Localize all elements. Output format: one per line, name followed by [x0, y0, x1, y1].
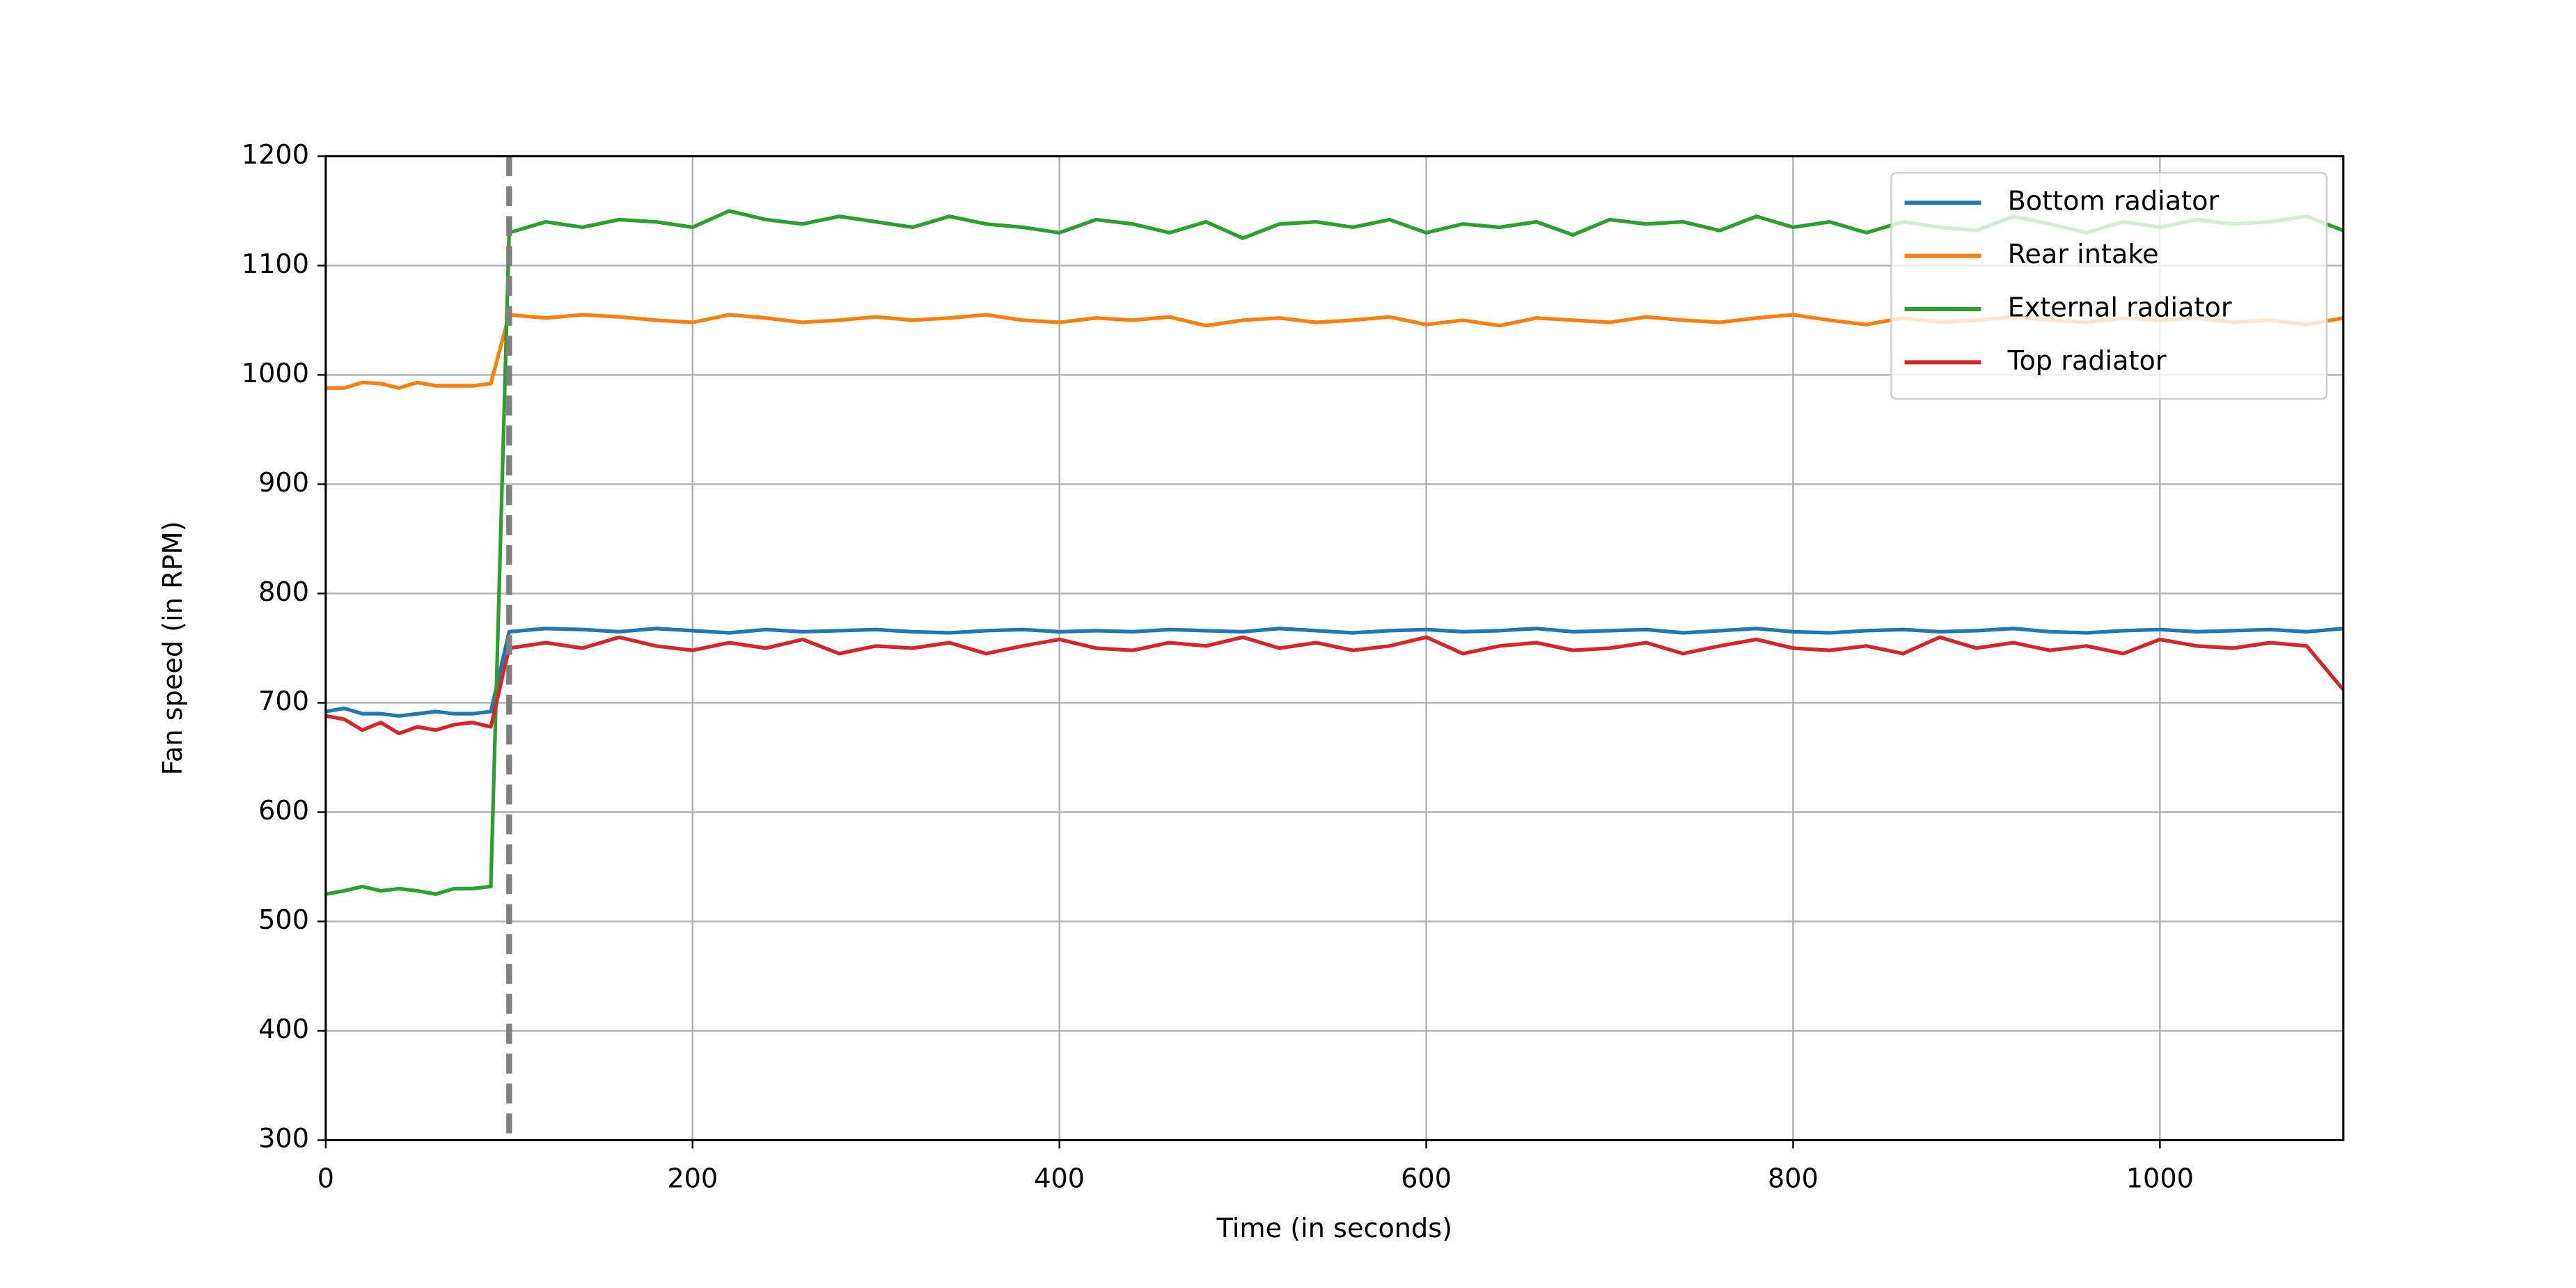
- x-tick-label: 0: [317, 1163, 334, 1194]
- y-tick-label: 600: [258, 796, 309, 826]
- y-tick-label: 900: [258, 468, 309, 498]
- y-tick-label: 700: [258, 686, 309, 717]
- legend-box: [1890, 172, 2328, 400]
- y-tick-label: 500: [258, 905, 309, 936]
- plot-frame: [324, 155, 2345, 1142]
- x-tick-label: 200: [667, 1163, 718, 1194]
- x-tick-label: 800: [1768, 1163, 1819, 1194]
- legend-label: Bottom radiator: [2008, 187, 2220, 217]
- y-tick-label: 1000: [242, 359, 309, 389]
- y-tick-label: 1100: [242, 249, 309, 280]
- legend-label: Top radiator: [2007, 346, 2167, 377]
- y-tick-label: 1200: [242, 140, 309, 171]
- x-tick-label: 400: [1034, 1163, 1085, 1194]
- y-tick-label: 800: [258, 577, 309, 608]
- x-axis-label: Time (in seconds): [1216, 1214, 1452, 1244]
- y-axis-label: Fan speed (in RPM): [158, 521, 189, 775]
- y-tick-label: 400: [258, 1014, 309, 1045]
- x-tick-label: 1000: [2126, 1163, 2194, 1194]
- series-line: [325, 627, 2344, 718]
- x-tick-label: 600: [1401, 1163, 1452, 1194]
- legend-label: External radiator: [2008, 293, 2232, 324]
- legend-label: Rear intake: [2008, 239, 2159, 270]
- y-tick-label: 300: [258, 1124, 309, 1154]
